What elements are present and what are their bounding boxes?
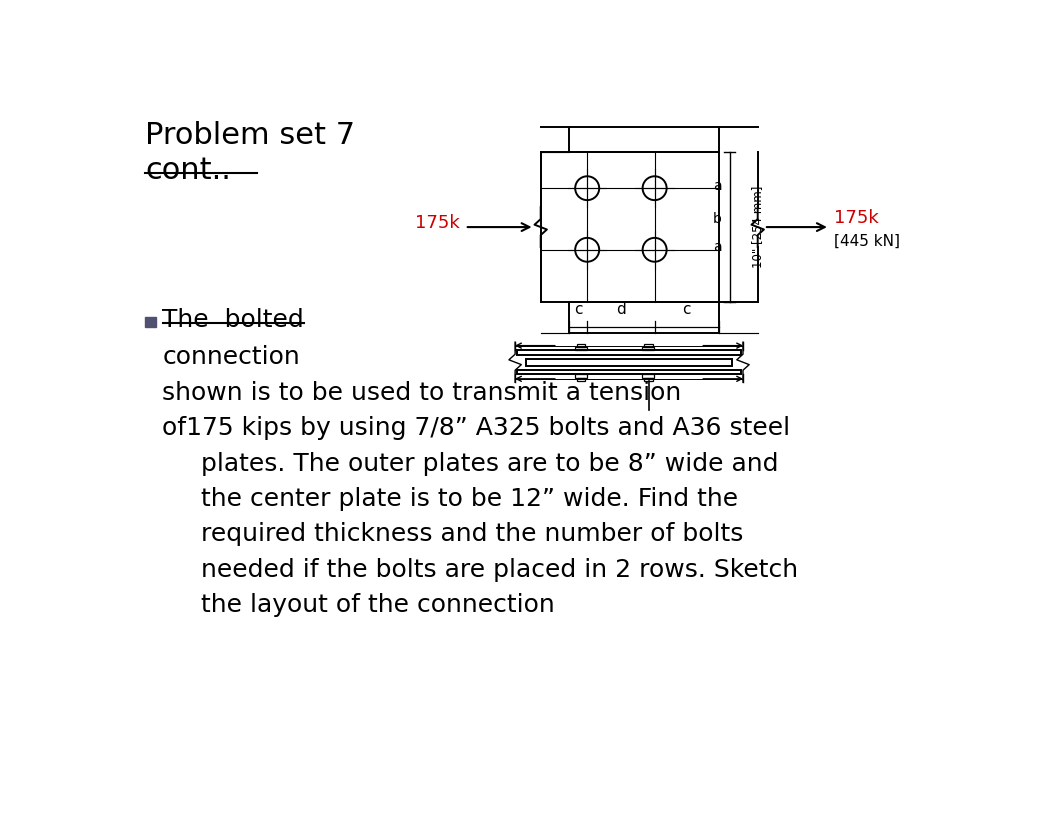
- Bar: [576, 377, 585, 381]
- Bar: [576, 344, 585, 347]
- Bar: [643, 374, 654, 377]
- Text: 175k: 175k: [834, 208, 879, 227]
- Bar: [526, 358, 732, 366]
- Text: b: b: [713, 212, 722, 226]
- Text: [445 kN]: [445 kN]: [834, 233, 901, 249]
- Text: the center plate is to be 12” wide. Find the: the center plate is to be 12” wide. Find…: [201, 487, 739, 511]
- Text: Problem set 7: Problem set 7: [145, 121, 356, 150]
- Bar: [145, 316, 156, 327]
- Bar: [575, 347, 587, 350]
- Text: plates. The outer plates are to be 8” wide and: plates. The outer plates are to be 8” wi…: [201, 452, 778, 475]
- Bar: [517, 350, 742, 355]
- Bar: [517, 370, 742, 374]
- Bar: [569, 302, 719, 333]
- Text: 10" [254 mm]: 10" [254 mm]: [751, 186, 764, 269]
- Bar: [575, 374, 587, 377]
- Text: a: a: [713, 179, 722, 193]
- Bar: [569, 127, 719, 152]
- Text: d: d: [616, 302, 626, 316]
- Text: needed if the bolts are placed in 2 rows. Sketch: needed if the bolts are placed in 2 rows…: [201, 558, 798, 582]
- Bar: [644, 377, 652, 381]
- Text: shown is to be used to transmit a tension: shown is to be used to transmit a tensio…: [162, 381, 682, 405]
- Text: the layout of the connection: the layout of the connection: [201, 593, 555, 617]
- Bar: [644, 344, 652, 347]
- Text: connection: connection: [162, 344, 300, 368]
- Bar: [643, 347, 654, 350]
- Text: required thickness and the number of bolts: required thickness and the number of bol…: [201, 522, 744, 546]
- Text: The  bolted: The bolted: [162, 308, 304, 332]
- Bar: [541, 152, 719, 302]
- Text: c: c: [574, 302, 583, 316]
- Text: c: c: [683, 302, 691, 316]
- Text: 175k: 175k: [416, 214, 460, 232]
- Text: of175 kips by using 7/8” A325 bolts and A36 steel: of175 kips by using 7/8” A325 bolts and …: [162, 416, 791, 440]
- Text: cont..: cont..: [145, 156, 231, 185]
- Text: a: a: [713, 241, 722, 255]
